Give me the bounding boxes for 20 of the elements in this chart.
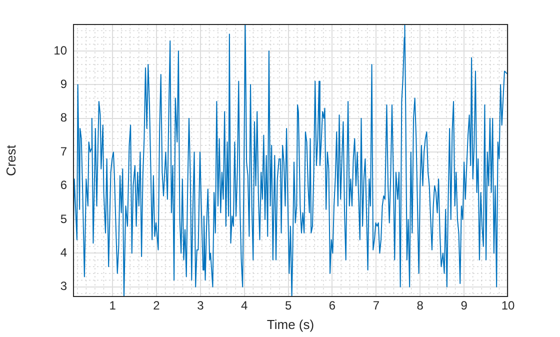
y-tick-label: 8 bbox=[60, 110, 68, 125]
x-tick-label: 10 bbox=[501, 298, 515, 313]
y-tick-label: 7 bbox=[60, 144, 68, 158]
y-tick-label: 10 bbox=[54, 43, 68, 58]
y-axis-title: Crest bbox=[3, 144, 18, 176]
x-tick-label: 5 bbox=[284, 298, 292, 313]
y-tick-label: 9 bbox=[60, 76, 68, 91]
x-tick-label: 6 bbox=[328, 298, 336, 313]
x-tick-label: 3 bbox=[197, 298, 204, 313]
y-tick-label: 5 bbox=[60, 212, 68, 226]
x-tick-label: 8 bbox=[416, 298, 424, 313]
y-tick-label: 6 bbox=[60, 178, 68, 192]
x-tick-label: 4 bbox=[241, 298, 248, 313]
y-tick-label: 3 bbox=[60, 279, 68, 294]
x-tick-label: 7 bbox=[372, 298, 380, 313]
x-axis-title: Time (s) bbox=[266, 316, 314, 332]
y-tick-label: 4 bbox=[60, 246, 68, 260]
x-tick-label: 2 bbox=[153, 298, 160, 313]
x-tick-label: 1 bbox=[109, 298, 116, 313]
x-tick-label: 9 bbox=[460, 298, 468, 313]
